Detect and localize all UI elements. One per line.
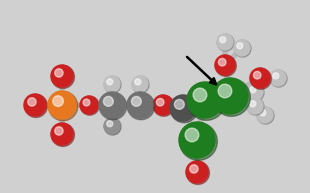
Circle shape — [48, 91, 78, 121]
Circle shape — [48, 91, 76, 119]
Circle shape — [190, 165, 198, 173]
Circle shape — [234, 40, 250, 56]
Circle shape — [250, 101, 256, 107]
Circle shape — [104, 76, 120, 92]
Circle shape — [100, 92, 127, 120]
Circle shape — [107, 79, 113, 85]
Circle shape — [104, 118, 120, 134]
Circle shape — [247, 98, 264, 115]
Circle shape — [219, 58, 226, 66]
Circle shape — [51, 65, 74, 88]
Circle shape — [247, 84, 263, 100]
Circle shape — [132, 76, 148, 92]
Circle shape — [55, 69, 63, 77]
Circle shape — [55, 127, 63, 135]
Circle shape — [99, 92, 125, 118]
Circle shape — [127, 92, 155, 120]
Circle shape — [28, 98, 36, 106]
Circle shape — [257, 107, 274, 124]
Circle shape — [213, 79, 250, 116]
Circle shape — [153, 95, 173, 115]
Circle shape — [217, 34, 234, 51]
Circle shape — [127, 92, 153, 118]
Circle shape — [273, 73, 279, 79]
Circle shape — [175, 99, 184, 109]
Circle shape — [193, 88, 207, 102]
Circle shape — [51, 123, 74, 146]
Circle shape — [24, 94, 46, 116]
Circle shape — [215, 55, 235, 75]
Circle shape — [170, 95, 198, 123]
Circle shape — [234, 40, 251, 57]
Circle shape — [247, 84, 264, 101]
Circle shape — [104, 118, 121, 135]
Circle shape — [186, 161, 210, 185]
Circle shape — [24, 94, 47, 117]
Circle shape — [135, 79, 141, 85]
Circle shape — [185, 128, 199, 142]
Circle shape — [250, 68, 271, 89]
Circle shape — [157, 98, 164, 106]
Circle shape — [188, 83, 225, 120]
Circle shape — [187, 82, 223, 118]
Circle shape — [212, 78, 248, 114]
Circle shape — [53, 96, 64, 106]
Circle shape — [250, 87, 256, 93]
Circle shape — [107, 121, 113, 127]
Circle shape — [270, 70, 286, 86]
Circle shape — [83, 99, 90, 106]
Circle shape — [131, 96, 141, 106]
Circle shape — [253, 71, 261, 79]
Circle shape — [51, 123, 73, 145]
Circle shape — [215, 55, 236, 76]
Circle shape — [250, 68, 270, 88]
Circle shape — [132, 76, 149, 93]
Circle shape — [104, 96, 113, 106]
Circle shape — [104, 76, 121, 93]
Circle shape — [247, 98, 263, 114]
Circle shape — [220, 37, 226, 43]
Circle shape — [80, 96, 99, 115]
Circle shape — [80, 96, 98, 114]
Circle shape — [237, 43, 243, 49]
Circle shape — [170, 95, 196, 121]
Circle shape — [218, 84, 232, 98]
Circle shape — [179, 122, 215, 158]
Circle shape — [260, 110, 266, 116]
Circle shape — [179, 123, 217, 160]
Circle shape — [186, 161, 208, 183]
Circle shape — [270, 70, 287, 87]
Circle shape — [257, 107, 273, 123]
Circle shape — [51, 65, 73, 87]
Circle shape — [153, 95, 174, 116]
Circle shape — [217, 34, 233, 50]
